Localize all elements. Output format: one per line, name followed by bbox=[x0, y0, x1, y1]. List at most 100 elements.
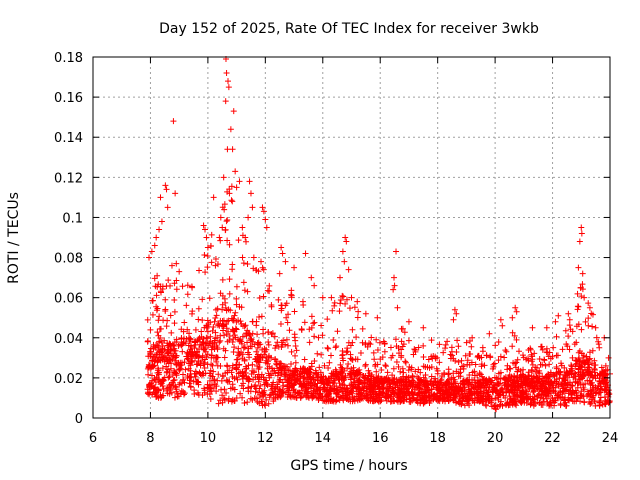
data-point bbox=[261, 376, 268, 383]
data-point bbox=[372, 362, 379, 369]
data-point bbox=[304, 393, 311, 400]
data-point bbox=[497, 353, 504, 360]
data-point bbox=[506, 365, 513, 372]
data-point bbox=[243, 366, 250, 373]
data-point bbox=[199, 317, 206, 324]
data-point bbox=[373, 368, 380, 375]
data-point bbox=[525, 346, 532, 353]
data-point bbox=[241, 323, 248, 330]
data-point bbox=[187, 362, 194, 369]
data-point bbox=[256, 294, 263, 301]
data-point bbox=[579, 281, 586, 288]
data-point bbox=[170, 343, 177, 350]
data-point bbox=[204, 244, 211, 251]
data-point bbox=[587, 387, 594, 394]
data-point bbox=[528, 366, 535, 373]
data-point bbox=[455, 389, 462, 396]
data-point bbox=[204, 381, 211, 388]
data-point bbox=[226, 332, 233, 339]
data-point bbox=[292, 337, 299, 344]
tick-labels: 6 8 10 12 14 16 18 20 22 24 0 0.02 0.04 0.06 0.08 0.1 0.… bbox=[54, 51, 618, 446]
data-points bbox=[144, 56, 613, 413]
data-point bbox=[243, 332, 250, 339]
data-point bbox=[219, 276, 226, 283]
data-point bbox=[490, 361, 497, 368]
data-point bbox=[149, 297, 156, 304]
data-point bbox=[229, 198, 236, 205]
data-point bbox=[170, 118, 177, 125]
data-point bbox=[357, 350, 364, 357]
data-point bbox=[199, 296, 206, 303]
data-point bbox=[595, 338, 602, 345]
data-point bbox=[247, 395, 254, 402]
data-point bbox=[225, 328, 232, 335]
data-point bbox=[466, 361, 473, 368]
data-point bbox=[265, 370, 272, 377]
data-point bbox=[226, 276, 233, 283]
data-point bbox=[575, 303, 582, 310]
data-point bbox=[192, 341, 199, 348]
data-point bbox=[323, 379, 330, 386]
x-tick-label: 16 bbox=[372, 431, 389, 446]
data-point bbox=[414, 373, 421, 380]
data-point bbox=[415, 344, 422, 351]
data-point bbox=[263, 396, 270, 403]
data-point bbox=[497, 401, 504, 408]
data-point bbox=[168, 262, 175, 269]
data-point bbox=[215, 371, 222, 378]
data-point bbox=[195, 358, 202, 365]
data-point bbox=[333, 343, 340, 350]
data-point bbox=[150, 341, 157, 348]
data-point bbox=[157, 194, 164, 201]
data-point bbox=[260, 293, 267, 300]
data-point bbox=[222, 98, 229, 105]
data-point bbox=[181, 359, 188, 366]
data-point bbox=[259, 390, 266, 397]
data-point bbox=[213, 388, 220, 395]
data-point bbox=[242, 322, 249, 329]
data-point bbox=[478, 361, 485, 368]
data-point bbox=[520, 373, 527, 380]
data-point bbox=[585, 322, 592, 329]
y-tick-label: 0.16 bbox=[54, 91, 83, 106]
data-point bbox=[348, 356, 355, 363]
data-point bbox=[219, 399, 226, 406]
data-point bbox=[297, 394, 304, 401]
data-point bbox=[172, 383, 179, 390]
data-point bbox=[291, 308, 298, 315]
data-point bbox=[186, 330, 193, 337]
data-point bbox=[501, 354, 508, 361]
data-point bbox=[538, 388, 545, 395]
data-point bbox=[264, 287, 271, 294]
data-point bbox=[575, 349, 582, 356]
data-point bbox=[231, 386, 238, 393]
data-point bbox=[450, 316, 457, 323]
data-point bbox=[472, 361, 479, 368]
data-point bbox=[170, 350, 177, 357]
data-point bbox=[368, 334, 375, 341]
data-point bbox=[354, 368, 361, 375]
data-point bbox=[205, 384, 212, 391]
data-point bbox=[340, 293, 347, 300]
data-point bbox=[314, 371, 321, 378]
data-point bbox=[255, 389, 262, 396]
data-point bbox=[306, 339, 313, 346]
data-point bbox=[186, 380, 193, 387]
data-point bbox=[277, 320, 284, 327]
data-point bbox=[442, 341, 449, 348]
data-point bbox=[451, 306, 458, 313]
data-point bbox=[466, 371, 473, 378]
data-point bbox=[344, 348, 351, 355]
data-point bbox=[214, 344, 221, 351]
data-point bbox=[192, 326, 199, 333]
data-point bbox=[228, 197, 235, 204]
data-point bbox=[238, 321, 245, 328]
data-point bbox=[534, 385, 541, 392]
data-point bbox=[392, 336, 399, 343]
data-point bbox=[178, 335, 185, 342]
data-point bbox=[437, 377, 444, 384]
data-point bbox=[368, 377, 375, 384]
data-point bbox=[405, 318, 412, 325]
data-point bbox=[589, 323, 596, 330]
